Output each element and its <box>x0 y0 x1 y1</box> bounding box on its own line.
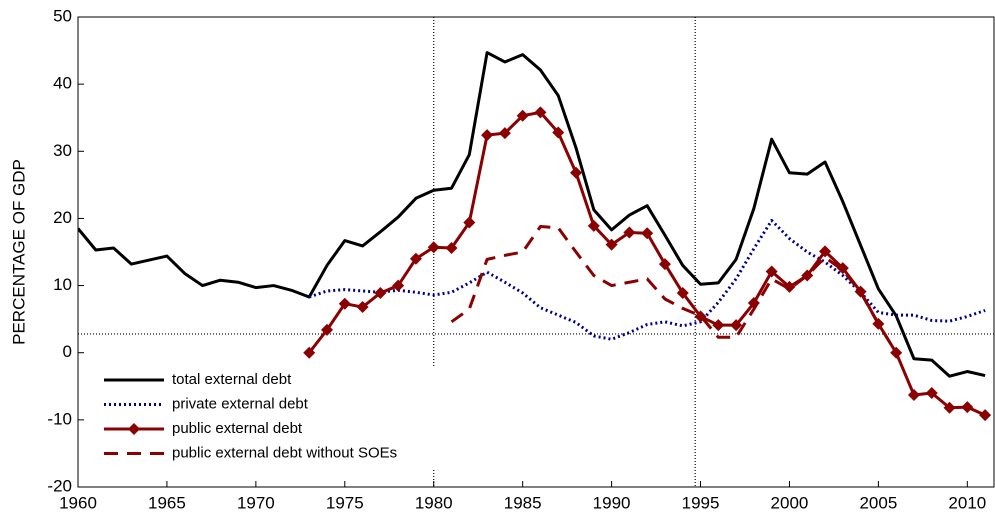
x-tick-label: 1990 <box>593 493 631 512</box>
legend-label: public external debt <box>172 420 303 437</box>
y-tick-label: 20 <box>53 208 72 227</box>
x-tick-label: 2000 <box>771 493 809 512</box>
y-tick-label: 40 <box>53 74 72 93</box>
data-point <box>498 127 511 140</box>
x-tick-label: 1970 <box>237 493 275 512</box>
legend-label: private external debt <box>172 395 309 412</box>
series-group <box>78 51 992 422</box>
data-point <box>783 280 796 293</box>
data-point <box>907 389 920 402</box>
data-point <box>463 216 476 229</box>
y-tick-label: 30 <box>53 141 72 160</box>
data-point <box>427 241 440 254</box>
series-line <box>450 224 898 354</box>
legend: total external debt private external debt… <box>96 366 466 468</box>
x-tick-label: 1985 <box>504 493 542 512</box>
data-point <box>658 258 671 271</box>
data-point <box>676 286 689 299</box>
data-point <box>374 286 387 299</box>
legend-box <box>96 366 466 468</box>
x-tick-label: 1995 <box>682 493 720 512</box>
data-point <box>712 319 725 332</box>
y-tick-label: 50 <box>53 6 72 25</box>
data-point <box>836 262 849 275</box>
data-point <box>587 219 600 232</box>
series-line <box>78 51 986 378</box>
data-point <box>961 401 974 414</box>
y-axis-label: PERCENTAGE OF GDP <box>9 159 28 345</box>
data-point <box>321 323 334 336</box>
legend-label: total external debt <box>172 371 292 388</box>
legend-marker <box>128 423 140 435</box>
data-point <box>552 126 565 139</box>
x-tick-label: 1975 <box>326 493 364 512</box>
data-point <box>409 252 422 265</box>
data-point <box>943 401 956 414</box>
legend-label: public external debt without SOEs <box>172 444 397 461</box>
data-point <box>765 265 778 278</box>
y-tick-label: -10 <box>47 409 72 428</box>
data-point <box>925 387 938 399</box>
y-tick-label: -20 <box>47 476 72 495</box>
x-tick-label: 1965 <box>148 493 186 512</box>
data-point <box>392 279 405 292</box>
x-tick-label: 1980 <box>415 493 453 512</box>
x-tick-label: 2005 <box>859 493 897 512</box>
y-tick-label: 10 <box>53 275 72 294</box>
data-point <box>623 226 636 239</box>
data-point <box>481 129 494 142</box>
data-point <box>445 241 458 254</box>
data-point <box>338 297 351 310</box>
series-line <box>308 218 986 341</box>
data-point <box>303 346 316 359</box>
data-point <box>641 227 654 240</box>
y-tick-label: 0 <box>63 342 72 361</box>
data-point <box>356 301 369 314</box>
data-point <box>570 166 583 179</box>
data-point <box>605 238 618 251</box>
data-point <box>534 106 547 119</box>
data-point <box>730 319 743 332</box>
data-point <box>979 409 992 422</box>
x-tick-label: 1960 <box>59 493 97 512</box>
x-tick-label: 2010 <box>948 493 986 512</box>
data-point <box>516 109 529 122</box>
plot-frame <box>77 16 995 488</box>
data-point <box>819 245 832 258</box>
